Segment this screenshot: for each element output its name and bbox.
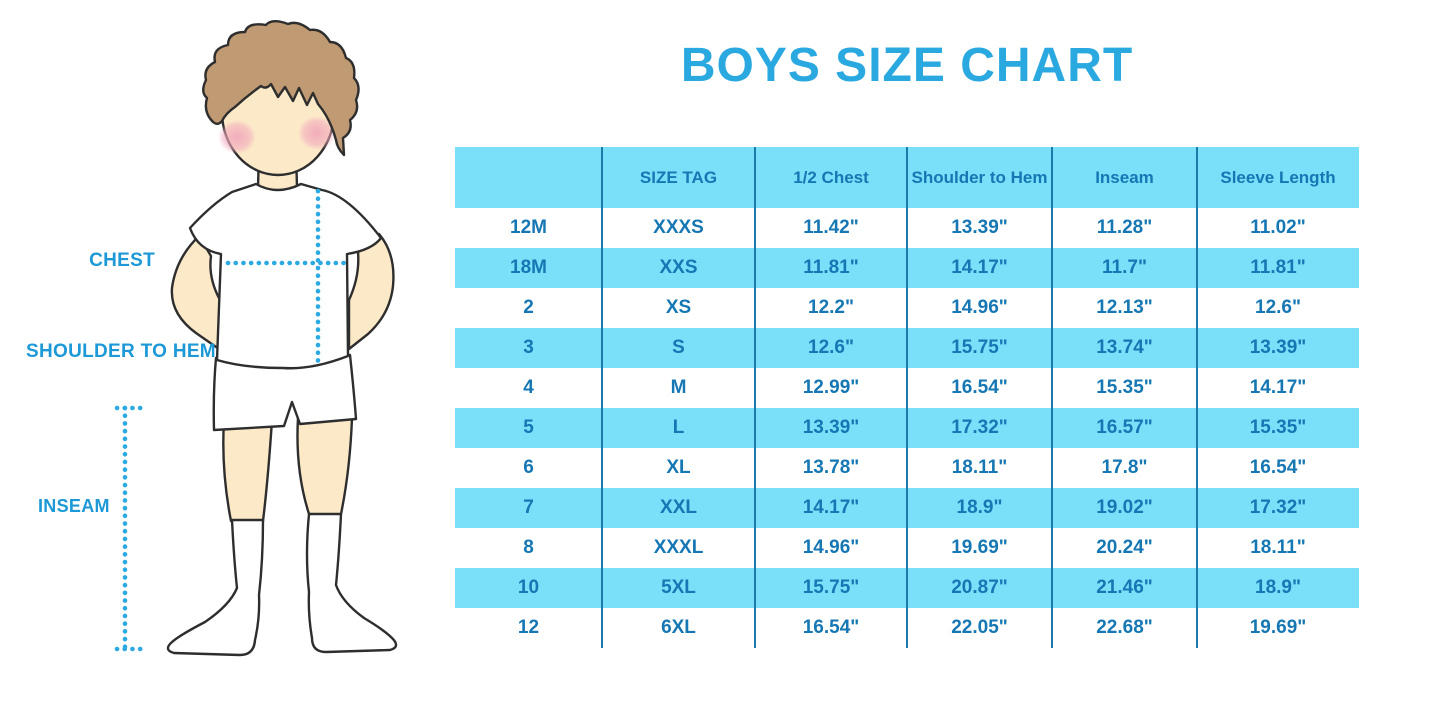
- boy-measurement-illustration: [114, 20, 398, 657]
- table-cell: 17.8": [1101, 457, 1148, 478]
- table-cell: 12: [517, 617, 540, 638]
- table-cell: 14.96": [802, 537, 860, 558]
- table-header-cell: Sleeve Length: [1220, 167, 1336, 187]
- table-cell: 18.9": [956, 497, 1003, 518]
- table-cell: 11.81": [1250, 257, 1306, 278]
- table-cell: 4: [523, 377, 534, 398]
- chest-label: CHEST: [89, 250, 155, 271]
- table-cell: 7: [523, 497, 534, 518]
- table-cell: 21.46": [1096, 577, 1153, 598]
- table-cell: 17.32": [1249, 497, 1307, 518]
- table-cell: 17.32": [951, 417, 1008, 438]
- table-cell: 11.7": [1102, 257, 1147, 278]
- arms: [170, 232, 395, 351]
- column-divider: [754, 147, 756, 648]
- table-cell: 5XL: [661, 577, 696, 598]
- table-cell: 19.02": [1096, 497, 1153, 518]
- table-cell: M: [670, 377, 687, 398]
- table-cell: 22.05": [951, 617, 1008, 638]
- table-cell: XL: [666, 457, 691, 478]
- table-cell: 10: [517, 577, 540, 598]
- measurement-lines: [114, 188, 348, 652]
- table-cell: 5: [523, 417, 534, 438]
- table-cell: 8: [523, 537, 534, 558]
- shoulder-to-hem-label: SHOULDER TO HEM: [26, 341, 216, 362]
- table-cell: 13.39": [951, 217, 1008, 238]
- table-header-cell: Shoulder to Hem: [911, 167, 1048, 187]
- table-cell: 18.9": [1255, 577, 1301, 598]
- table-cell: 6XL: [661, 617, 696, 638]
- table-cell: 11.42": [803, 217, 859, 238]
- table-cell: 11.81": [803, 257, 859, 278]
- column-divider: [1051, 147, 1053, 648]
- blush-left: [218, 120, 256, 154]
- table-cell: 19.69": [1249, 617, 1307, 638]
- hair: [202, 20, 360, 157]
- inseam-label: INSEAM: [38, 496, 110, 516]
- table-cell: 16.54": [951, 377, 1008, 398]
- column-divider: [906, 147, 908, 648]
- table-cell: XXXL: [653, 537, 704, 558]
- table-cell: 12.6": [808, 337, 854, 358]
- table-cell: 15.35": [1096, 377, 1153, 398]
- table-cell: 2: [523, 297, 534, 318]
- table-cell: 20.24": [1096, 537, 1153, 558]
- table-cell: 20.87": [951, 577, 1008, 598]
- socks: [166, 512, 398, 657]
- blush-right: [298, 116, 336, 150]
- table-cell: XS: [665, 297, 692, 318]
- table-cell: 12M: [510, 217, 547, 238]
- table-cell: 18.11": [951, 457, 1008, 478]
- table-cell: 15.35": [1249, 417, 1307, 438]
- table-cell: 15.75": [802, 577, 860, 598]
- table-cell: 6: [523, 457, 534, 478]
- t-shirt: [188, 182, 383, 370]
- page-title: BOYS SIZE CHART: [680, 39, 1134, 92]
- column-divider: [1196, 147, 1198, 648]
- table-header-cell: 1/2 Chest: [793, 167, 869, 187]
- table-cell: 3: [523, 337, 534, 358]
- table-cell: 13.39": [802, 417, 860, 438]
- table-cell: 14.96": [951, 297, 1008, 318]
- table-cell: L: [672, 417, 685, 438]
- table-cell: XXL: [660, 497, 697, 518]
- table-cell: 11.28": [1096, 217, 1153, 238]
- table-cell: 18.11": [1250, 537, 1306, 558]
- shorts: [212, 353, 358, 432]
- table-cell: 22.68": [1096, 617, 1153, 638]
- table-cell: 12.99": [802, 377, 860, 398]
- table-cell: 15.75": [951, 337, 1008, 358]
- table-cell: 11.02": [1250, 217, 1306, 238]
- table-cell: 14.17": [802, 497, 860, 518]
- table-cell: 12.2": [808, 297, 854, 318]
- table-cell: 12.13": [1096, 297, 1153, 318]
- table-cell: 18M: [510, 257, 547, 278]
- table-cell: 13.74": [1096, 337, 1153, 358]
- table-cell: 16.54": [1249, 457, 1307, 478]
- table-cell: XXS: [659, 257, 698, 278]
- table-cell: 19.69": [951, 537, 1008, 558]
- table-cell: 14.17": [1249, 377, 1307, 398]
- table-cell: 13.78": [802, 457, 860, 478]
- table-cell: 13.39": [1249, 337, 1307, 358]
- column-divider: [601, 147, 603, 648]
- table-cell: S: [672, 337, 685, 358]
- table-cell: XXXS: [653, 217, 704, 238]
- table-cell: 14.17": [951, 257, 1008, 278]
- table-cell: 16.54": [802, 617, 860, 638]
- table-header-cell: SIZE TAG: [639, 167, 718, 187]
- table-cell: 16.57": [1096, 417, 1153, 438]
- table-header-cell: [455, 147, 602, 208]
- size-table: SIZE TAG 1/2 Chest Shoulder to Hem Insea…: [455, 147, 1359, 648]
- legs: [222, 416, 354, 526]
- table-cell: 12.6": [1255, 297, 1301, 318]
- table-header-cell: Inseam: [1095, 167, 1154, 187]
